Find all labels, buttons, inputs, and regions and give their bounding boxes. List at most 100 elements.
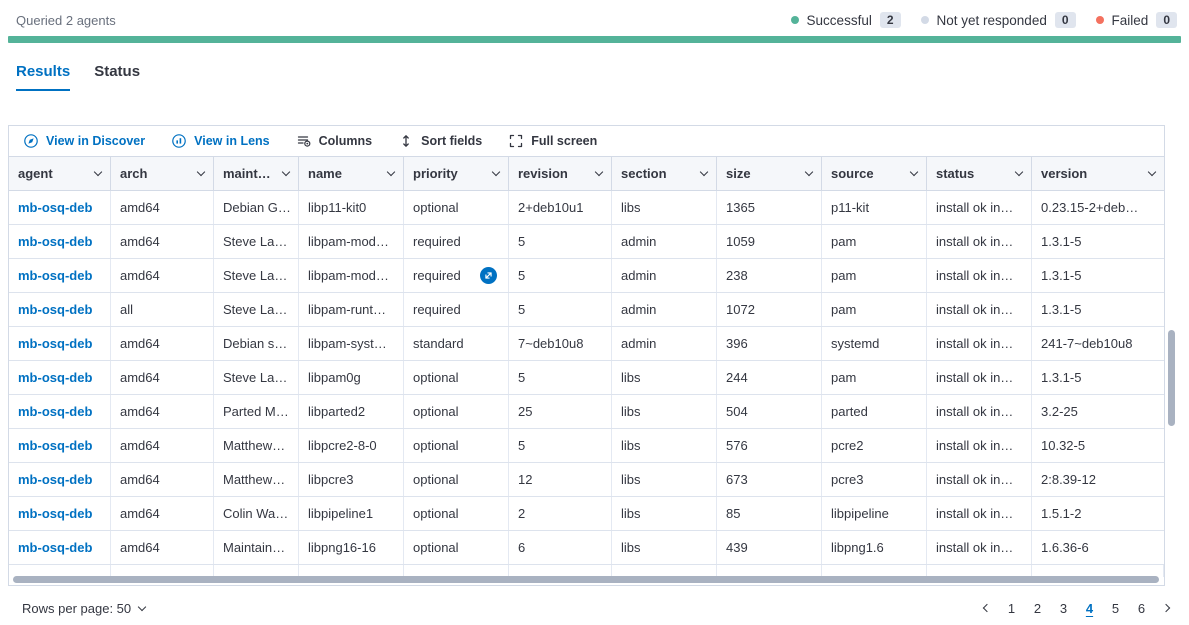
cell-name: libpcre3	[299, 463, 404, 496]
rows-per-page-button[interactable]: Rows per page: 50	[16, 600, 151, 617]
chevron-down-icon[interactable]	[281, 167, 291, 177]
column-header-priority[interactable]: priority	[404, 157, 509, 190]
cell-empty	[717, 565, 822, 577]
chevron-down-icon[interactable]	[699, 167, 709, 177]
agent-link[interactable]: mb-osq-deb	[18, 234, 93, 249]
cell-value: optional	[413, 506, 459, 521]
cell-value: 5	[518, 302, 526, 317]
table-row: mb-osq-deb amd64 Steve La… libpam-mod… requi…	[9, 225, 1164, 259]
agent-link[interactable]: mb-osq-deb	[18, 370, 93, 385]
cell-priority: optional	[404, 395, 509, 428]
tab-results[interactable]: Results	[16, 63, 71, 91]
chevron-down-icon[interactable]	[1014, 167, 1024, 177]
page-6[interactable]: 6	[1131, 597, 1152, 619]
cell-value: admin	[621, 234, 657, 249]
failed-dot-icon	[1095, 16, 1104, 24]
vertical-scrollbar[interactable]	[1168, 330, 1175, 426]
agent-link[interactable]: mb-osq-deb	[18, 506, 93, 521]
columns-button[interactable]: Columns	[288, 129, 380, 153]
cell-status: install ok in…	[927, 293, 1032, 326]
horizontal-scrollbar[interactable]	[13, 576, 1159, 583]
table-row: mb-osq-deb amd64 Maintain… libpng16-16 optio…	[9, 531, 1164, 565]
page-3[interactable]: 3	[1053, 597, 1074, 619]
cell-section: libs	[612, 497, 717, 530]
agent-link[interactable]: mb-osq-deb	[18, 268, 93, 283]
cell-value: 0.23.15-2+deb…	[1041, 200, 1139, 215]
chevron-down-icon[interactable]	[1147, 167, 1157, 177]
results-panel: View in Discover View in Lens Columns Sort …	[8, 125, 1165, 586]
agent-link[interactable]: mb-osq-deb	[18, 472, 93, 487]
chevron-down-icon[interactable]	[909, 167, 919, 177]
cell-value: Steve La…	[223, 268, 288, 283]
cell-priority: optional	[404, 497, 509, 530]
column-header-agent[interactable]: agent	[9, 157, 111, 190]
cell-value: libpipeline	[831, 506, 889, 521]
cell-value: amd64	[120, 404, 160, 419]
cell-section: libs	[612, 429, 717, 462]
expand-cell-button[interactable]	[480, 267, 497, 284]
cell-size: 673	[717, 463, 822, 496]
column-label: section	[621, 166, 667, 181]
cell-status: install ok in…	[927, 361, 1032, 394]
chevron-down-icon[interactable]	[491, 167, 501, 177]
column-header-source[interactable]: source	[822, 157, 927, 190]
cell-value: optional	[413, 472, 459, 487]
chevron-down-icon[interactable]	[386, 167, 396, 177]
chevron-down-icon[interactable]	[196, 167, 206, 177]
cell-value: libparted2	[308, 404, 366, 419]
cell-value: libs	[621, 506, 641, 521]
column-header-status[interactable]: status	[927, 157, 1032, 190]
cell-status: install ok in…	[927, 259, 1032, 292]
agent-link[interactable]: mb-osq-deb	[18, 302, 93, 317]
cell-value: 1072	[726, 302, 755, 317]
cell-value: p11-kit	[831, 200, 870, 215]
view-in-discover-button[interactable]: View in Discover	[15, 129, 153, 153]
table-row: mb-osq-deb amd64 Colin Wa… libpipeline1 opti…	[9, 497, 1164, 531]
cell-value: libpam-runt…	[308, 302, 387, 317]
agent-link[interactable]: mb-osq-deb	[18, 438, 93, 453]
agent-link[interactable]: mb-osq-deb	[18, 404, 93, 419]
cell-priority: optional	[404, 191, 509, 224]
column-header-arch[interactable]: arch	[111, 157, 214, 190]
column-header-section[interactable]: section	[612, 157, 717, 190]
column-header-size[interactable]: size	[717, 157, 822, 190]
page-5[interactable]: 5	[1105, 597, 1126, 619]
sort-fields-button[interactable]: Sort fields	[390, 129, 490, 153]
column-label: size	[726, 166, 751, 181]
full-screen-button[interactable]: Full screen	[500, 129, 605, 153]
chevron-down-icon[interactable]	[804, 167, 814, 177]
agent-link[interactable]: mb-osq-deb	[18, 200, 93, 215]
next-page-button[interactable]	[1157, 601, 1175, 615]
not-yet-responded-dot-icon	[920, 16, 929, 24]
cell-revision: 2	[509, 497, 612, 530]
cell-status: install ok in…	[927, 429, 1032, 462]
previous-page-button[interactable]	[978, 601, 996, 615]
chevron-down-icon[interactable]	[93, 167, 103, 177]
toolbar-button-label: View in Discover	[46, 134, 146, 148]
view-in-lens-button[interactable]: View in Lens	[163, 129, 278, 153]
cell-value: libpcre2-8-0	[308, 438, 377, 453]
cell-value: 7~deb10u8	[518, 336, 584, 351]
agent-link[interactable]: mb-osq-deb	[18, 540, 93, 555]
cell-value: libs	[621, 472, 641, 487]
table-row: mb-osq-deb amd64 Steve La… libpam0g optional…	[9, 361, 1164, 395]
page-2[interactable]: 2	[1027, 597, 1048, 619]
cell-value: libpipeline1	[308, 506, 374, 521]
column-header-maintainer[interactable]: maint…	[214, 157, 299, 190]
toolbar-button-label: View in Lens	[194, 134, 270, 148]
column-header-name[interactable]: name	[299, 157, 404, 190]
cell-value: amd64	[120, 234, 160, 249]
column-header-revision[interactable]: revision	[509, 157, 612, 190]
cell-revision: 5	[509, 429, 612, 462]
cell-value: amd64	[120, 200, 160, 215]
rows-per-page-label: Rows per page: 50	[22, 600, 132, 616]
page-4[interactable]: 4	[1079, 597, 1100, 619]
cell-revision: 7~deb10u8	[509, 327, 612, 360]
column-header-version[interactable]: version	[1032, 157, 1164, 190]
tab-status[interactable]: Status	[94, 63, 140, 91]
agent-link[interactable]: mb-osq-deb	[18, 336, 93, 351]
chevron-down-icon[interactable]	[594, 167, 604, 177]
page-1[interactable]: 1	[1001, 597, 1022, 619]
cell-value: amd64	[120, 506, 160, 521]
cell-version: 2:8.39-12	[1032, 463, 1164, 496]
